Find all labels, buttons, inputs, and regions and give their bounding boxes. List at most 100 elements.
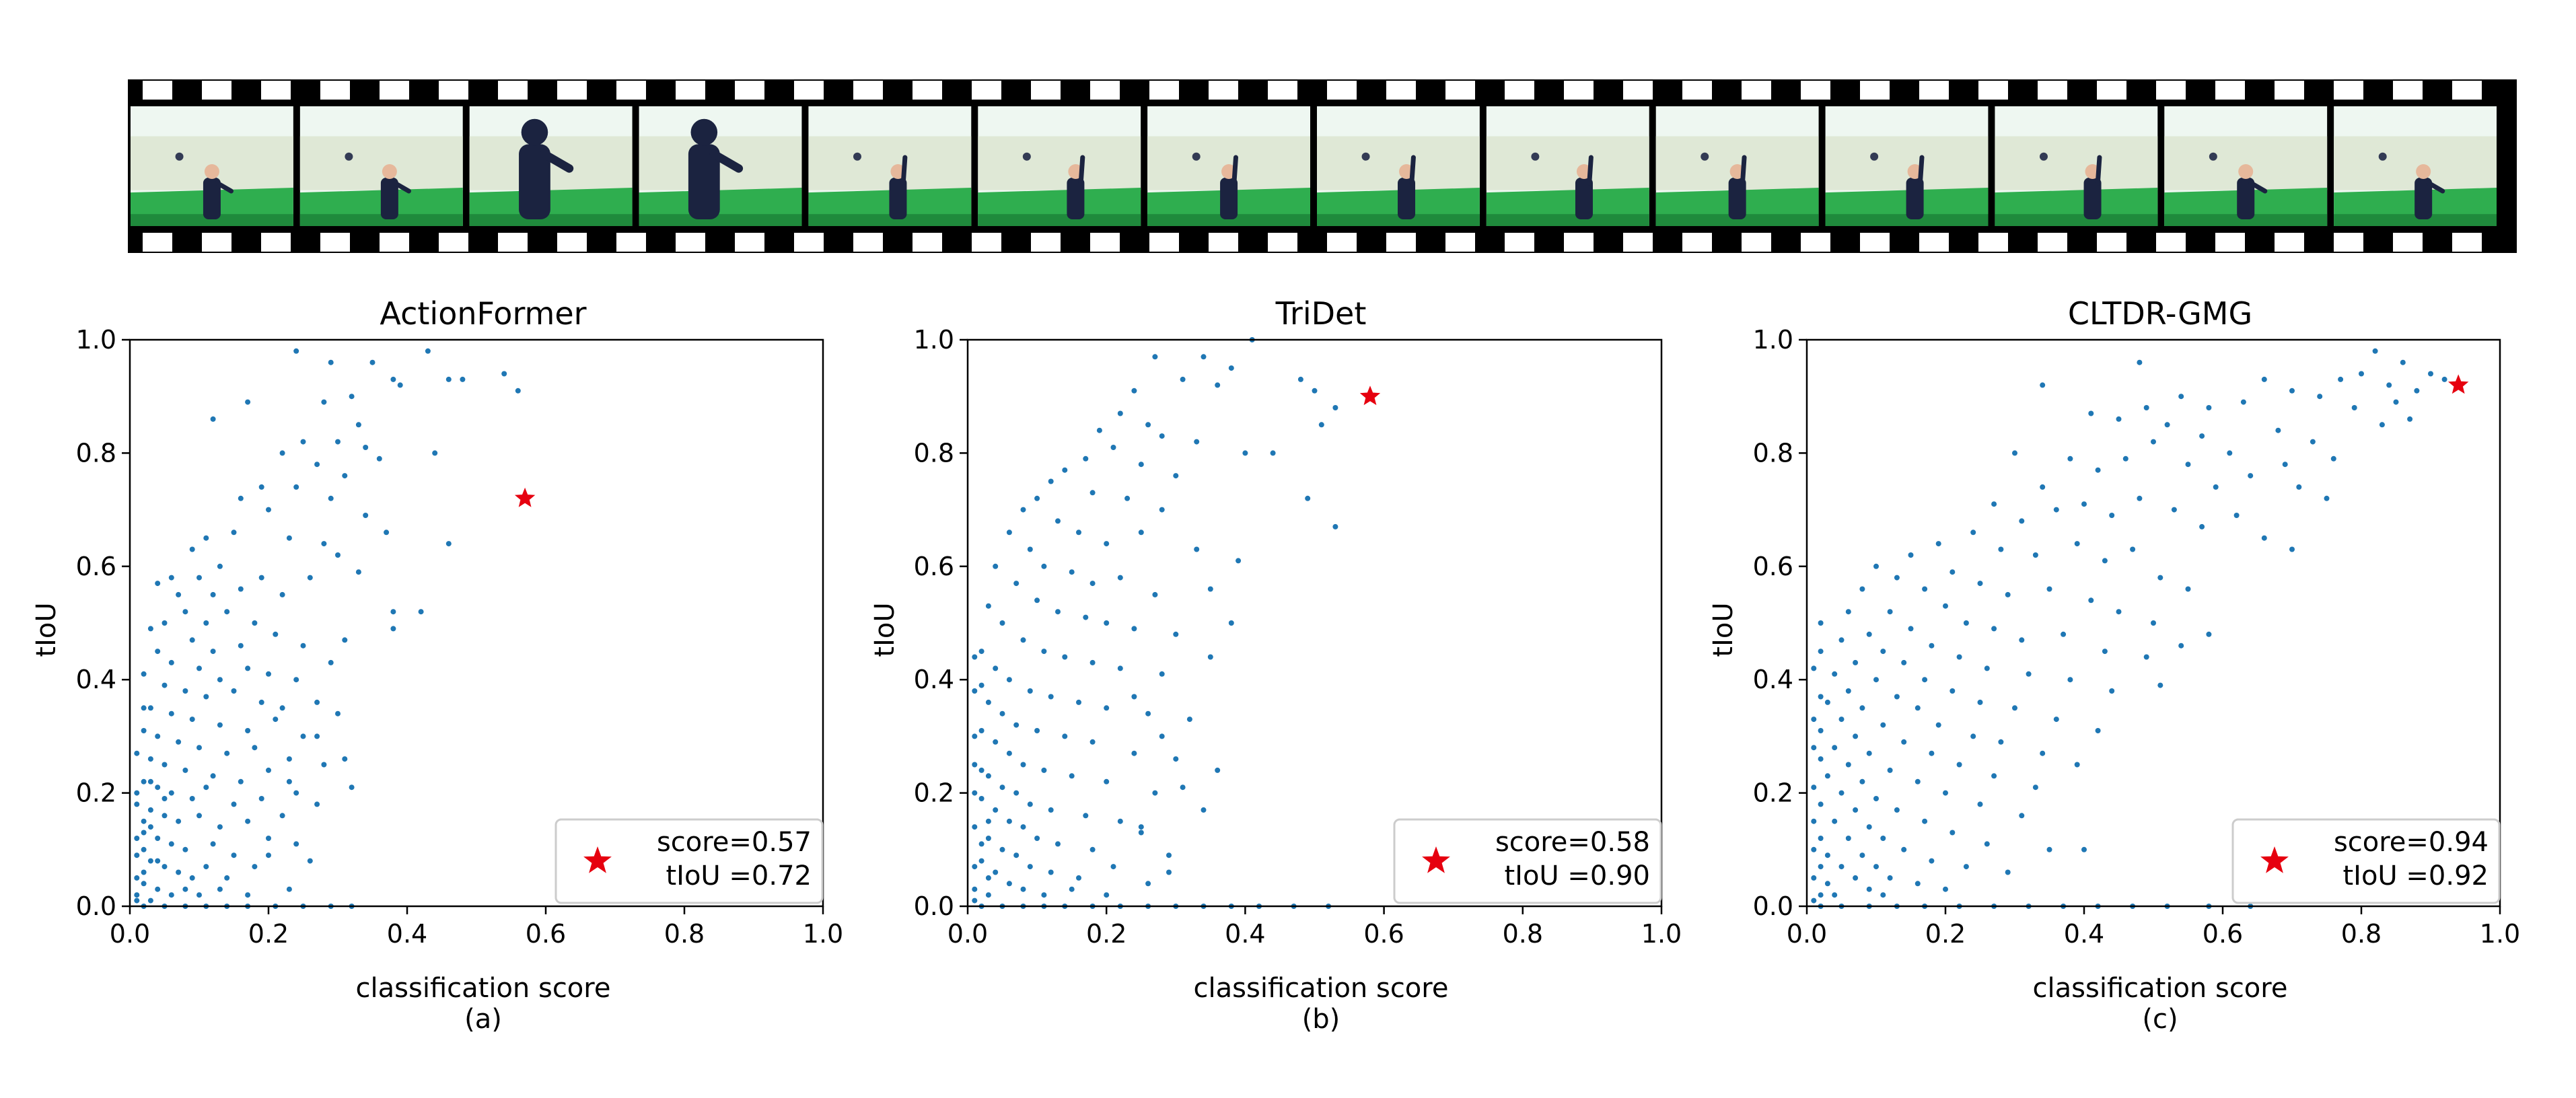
sprocket-hole	[616, 233, 646, 252]
data-point	[985, 603, 991, 609]
data-point	[1922, 677, 1928, 683]
data-point	[1173, 756, 1179, 762]
data-point	[147, 807, 153, 813]
data-point	[1006, 529, 1012, 536]
data-point	[2386, 382, 2392, 388]
data-point	[2088, 597, 2094, 603]
frame-background-figure	[1192, 152, 1201, 161]
data-point	[162, 864, 168, 870]
data-point	[286, 886, 292, 892]
highlight-star-marker	[2448, 374, 2469, 394]
y-tick-label: 0.0	[914, 891, 954, 921]
sprocket-hole	[1268, 81, 1297, 100]
sprocket-hole	[202, 233, 231, 252]
data-point	[993, 807, 999, 813]
data-point	[2372, 348, 2378, 354]
data-point	[224, 875, 230, 881]
data-points	[134, 348, 521, 909]
data-point	[1236, 558, 1242, 564]
data-point	[1180, 376, 1186, 382]
sprocket-hole	[1623, 233, 1653, 252]
y-tick-label: 0.2	[1753, 778, 1793, 808]
data-point	[245, 399, 251, 405]
data-point	[1894, 807, 1900, 813]
data-point	[238, 778, 244, 784]
data-point	[1062, 467, 1068, 473]
data-point	[307, 575, 313, 581]
data-point	[1887, 609, 1893, 615]
legend-star-icon	[2260, 846, 2289, 873]
y-tick-label: 0.6	[914, 552, 954, 581]
data-point	[162, 762, 168, 768]
legend-box: score=0.58 tIoU =0.90	[1393, 818, 1662, 904]
data-point	[1013, 852, 1019, 858]
data-point	[342, 756, 348, 762]
data-point	[2109, 688, 2115, 694]
frame-floor-edge	[2164, 214, 2328, 226]
data-point	[2400, 359, 2406, 365]
data-point	[1159, 507, 1165, 513]
data-point	[196, 813, 202, 819]
data-point	[2275, 427, 2281, 433]
video-frame	[978, 106, 1141, 226]
data-point	[1027, 688, 1033, 694]
data-point	[196, 575, 202, 581]
data-point	[1977, 581, 1983, 587]
data-point	[134, 852, 140, 858]
data-point	[978, 728, 985, 733]
data-point	[1104, 620, 1110, 626]
frame-backdrop	[639, 136, 802, 190]
data-point	[1138, 462, 1144, 468]
legend-star-marker	[583, 846, 612, 873]
frame-player-body	[519, 144, 550, 219]
data-point	[1853, 659, 1859, 665]
data-point	[231, 688, 237, 694]
data-point	[425, 348, 431, 354]
data-point	[1270, 450, 1276, 456]
legend-box: score=0.57 tIoU =0.72	[554, 818, 824, 904]
data-points	[972, 337, 1338, 909]
data-point	[972, 824, 978, 830]
data-point	[390, 609, 396, 615]
data-point	[155, 784, 161, 791]
frame-player-arm	[392, 180, 411, 194]
data-point	[168, 892, 174, 898]
data-point	[134, 898, 140, 904]
data-point	[182, 609, 188, 615]
data-point	[2178, 394, 2184, 400]
frame-player-body	[2083, 178, 2102, 219]
data-point	[985, 875, 991, 881]
sprocket-hole	[676, 81, 705, 100]
data-point	[189, 875, 195, 881]
y-tick-label: 0.4	[1753, 665, 1793, 694]
data-point	[445, 376, 452, 382]
sprocket-hole	[2097, 233, 2126, 252]
data-point	[1873, 796, 1879, 801]
data-point	[1194, 439, 1200, 445]
data-point	[2130, 546, 2136, 552]
data-point	[1104, 541, 1110, 547]
data-point	[1991, 626, 1997, 632]
data-point	[1110, 445, 1116, 450]
data-point	[1818, 892, 1824, 898]
y-tick-label: 0.4	[76, 665, 116, 694]
legend-star-icon	[583, 846, 612, 873]
data-point	[2040, 750, 2046, 756]
frame-floor-edge	[469, 214, 633, 226]
data-point	[1013, 790, 1019, 796]
data-point	[279, 591, 285, 597]
data-point	[1207, 654, 1213, 660]
sprocket-hole	[1090, 233, 1120, 252]
data-point	[2206, 405, 2212, 410]
legend-star-marker	[2260, 846, 2289, 873]
data-point	[1006, 818, 1012, 824]
data-point	[1853, 733, 1859, 739]
data-point	[168, 710, 174, 717]
data-point	[273, 717, 279, 723]
data-point	[1832, 818, 1838, 824]
y-axis-label: tIoU	[1708, 602, 1739, 657]
data-point	[176, 818, 182, 824]
x-tick-label: 0.8	[664, 919, 705, 949]
data-point	[1013, 722, 1019, 728]
data-point	[293, 348, 299, 354]
